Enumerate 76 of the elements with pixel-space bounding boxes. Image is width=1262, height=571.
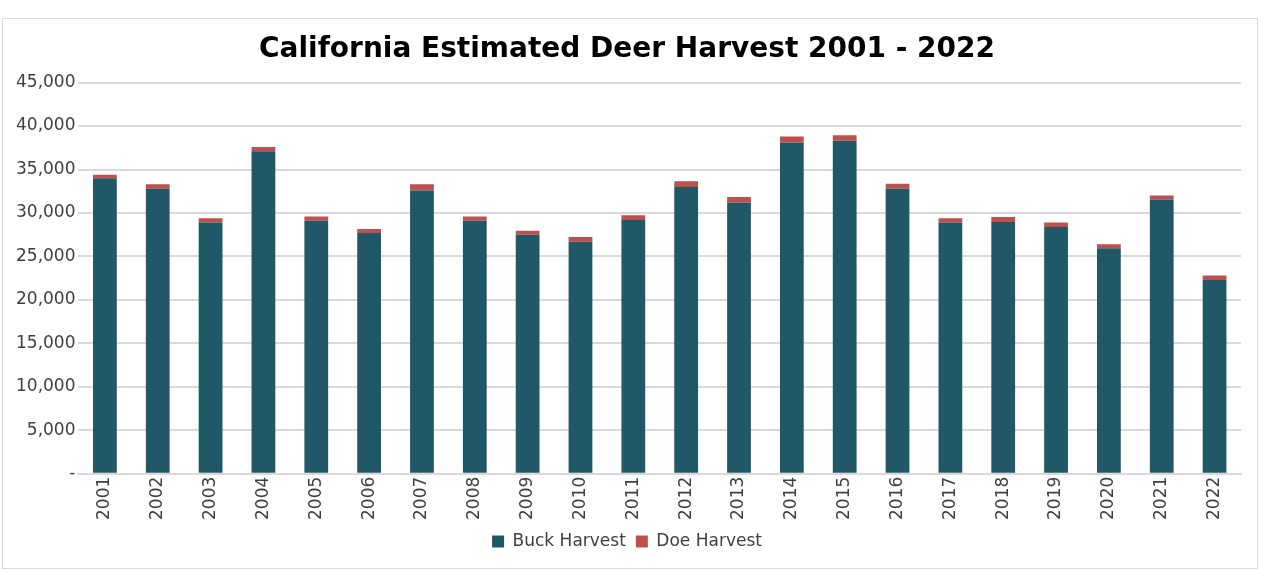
x-tick-label: 2019 <box>1044 476 1065 520</box>
y-tick-label: 40,000 <box>16 114 76 135</box>
bar <box>674 181 699 187</box>
bar <box>1202 279 1227 473</box>
y-tick-label: 5,000 <box>26 418 76 439</box>
legend-label: Buck Harvest <box>512 529 627 550</box>
bar <box>938 222 963 473</box>
bar <box>885 183 910 189</box>
x-tick-label: 2021 <box>1150 476 1171 520</box>
x-tick-label: 2009 <box>516 476 537 520</box>
bar <box>93 178 117 473</box>
bar <box>251 151 276 473</box>
x-tick-label: 2022 <box>1203 476 1223 520</box>
bar <box>568 236 593 242</box>
bar <box>991 222 1016 473</box>
bar <box>198 218 223 223</box>
bar <box>938 218 963 223</box>
bar <box>410 190 434 473</box>
x-tick-label: 2002 <box>146 476 167 520</box>
bar <box>832 140 857 473</box>
bar <box>1097 244 1121 249</box>
bar <box>621 215 646 220</box>
bar <box>357 229 381 233</box>
x-tick-label: 2013 <box>727 476 748 520</box>
x-tick-label: 2008 <box>463 476 484 520</box>
x-tick-label: 2016 <box>885 476 906 520</box>
bar <box>145 188 170 473</box>
bar <box>568 241 593 473</box>
x-tick-label: 2001 <box>93 476 114 520</box>
x-tick-label: 2007 <box>410 476 431 520</box>
bar <box>621 219 646 473</box>
bar <box>462 220 487 473</box>
y-tick-label: 30,000 <box>16 201 76 222</box>
bar <box>727 202 751 473</box>
x-tick-label: 2012 <box>674 476 695 520</box>
bar <box>832 135 857 141</box>
x-tick-label: 2011 <box>621 476 642 520</box>
bar <box>1149 199 1174 473</box>
bar <box>779 142 804 473</box>
bar <box>885 188 910 473</box>
bar <box>1044 226 1068 473</box>
x-tick-label: 2014 <box>780 476 801 520</box>
y-tick-label: 15,000 <box>16 331 76 352</box>
bar <box>304 220 329 473</box>
x-tick-label: 2020 <box>1097 476 1118 520</box>
y-tick-label: 20,000 <box>16 288 76 309</box>
bar <box>779 136 804 143</box>
bar <box>1044 222 1068 227</box>
y-tick-label: 35,000 <box>16 157 76 178</box>
y-tick-label: 10,000 <box>16 375 76 396</box>
bar <box>991 216 1016 223</box>
x-tick-label: 2018 <box>991 476 1012 520</box>
x-tick-label: 2003 <box>199 476 220 520</box>
x-tick-label: 2015 <box>833 476 854 520</box>
x-tick-label: 2017 <box>938 476 959 520</box>
legend-label: Doe Harvest <box>656 529 763 550</box>
bar <box>515 230 540 235</box>
chart-title: California Estimated Deer Harvest 2001 - 2022 <box>259 31 995 65</box>
bar <box>410 184 434 191</box>
y-tick-label: 25,000 <box>16 244 76 265</box>
bar <box>515 234 540 473</box>
y-tick-label: 45,000 <box>16 71 76 92</box>
bar <box>198 222 223 473</box>
x-tick-label: 2010 <box>568 476 589 520</box>
bar <box>357 232 381 473</box>
bar <box>727 196 751 203</box>
bar <box>304 216 329 221</box>
x-tick-label: 2006 <box>357 476 378 520</box>
y-tick-label: - <box>69 462 76 483</box>
bar <box>674 186 699 473</box>
bar <box>1149 195 1174 200</box>
bar <box>145 184 170 189</box>
x-tick-label: 2005 <box>304 476 325 520</box>
bar <box>1097 248 1121 473</box>
bar <box>462 216 487 221</box>
x-tick-label: 2004 <box>251 476 272 520</box>
